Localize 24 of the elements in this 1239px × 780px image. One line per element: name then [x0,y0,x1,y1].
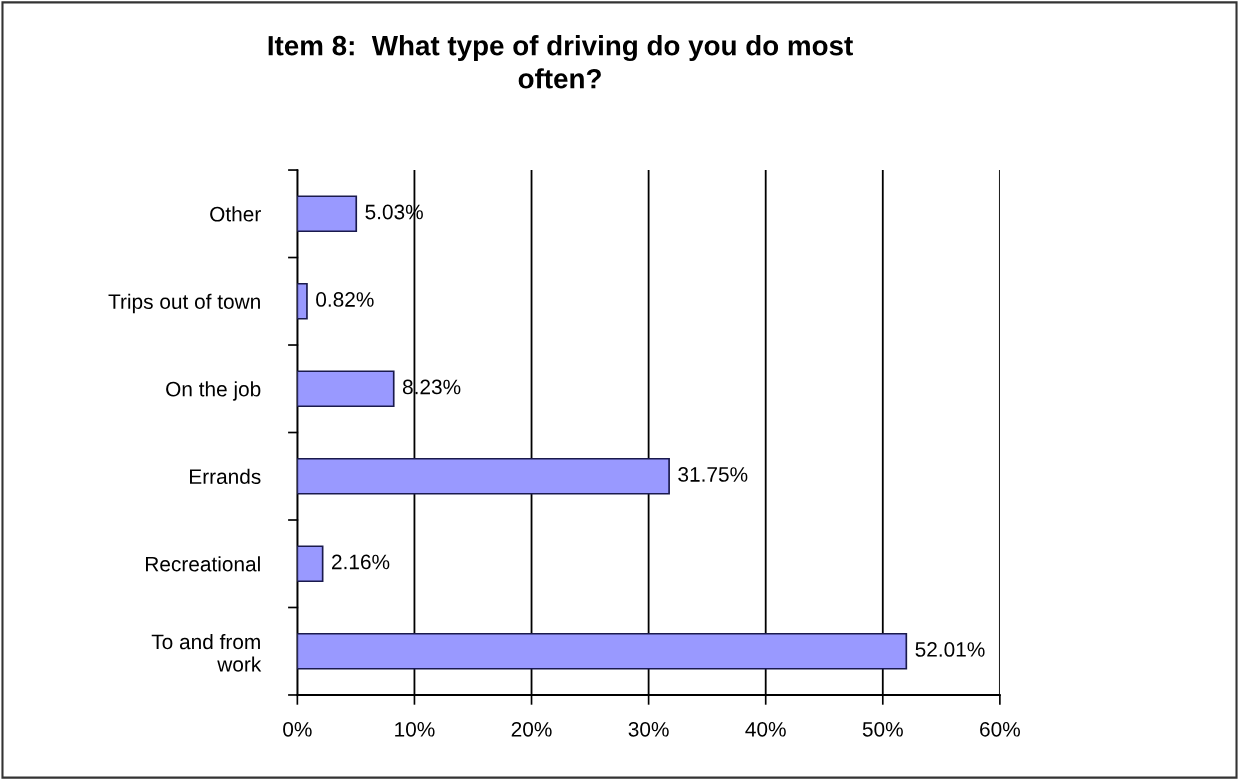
chart-title: Item 8: What type of driving do you do most often? [268,35,853,89]
x-tick-label: 40% [745,721,786,737]
y-tick-label: Trips out of town [108,293,260,314]
bar [297,282,308,320]
data-label: 2.16% [332,554,390,570]
y-tick-label: On the job [166,381,261,401]
y-tick-label: Recreational [146,556,260,572]
x-tick-label: 60% [980,721,1020,737]
bar [297,195,358,233]
x-tick-label: 0% [283,721,312,737]
bar [297,457,670,495]
bar [297,370,395,408]
bar [297,545,324,583]
x-tick-label: 10% [395,721,435,737]
y-tick-label: Other [210,206,261,222]
data-label: 31.75% [678,467,748,482]
x-tick-label: 30% [628,721,669,737]
y-tick-label: Errands [190,468,261,485]
data-label: 0.82% [316,292,374,307]
bar [297,632,908,670]
data-label: 52.01% [915,642,985,657]
x-tick-label: 20% [511,721,552,737]
y-tick-label: To and from work [151,633,262,672]
x-tick-label: 50% [862,721,903,737]
